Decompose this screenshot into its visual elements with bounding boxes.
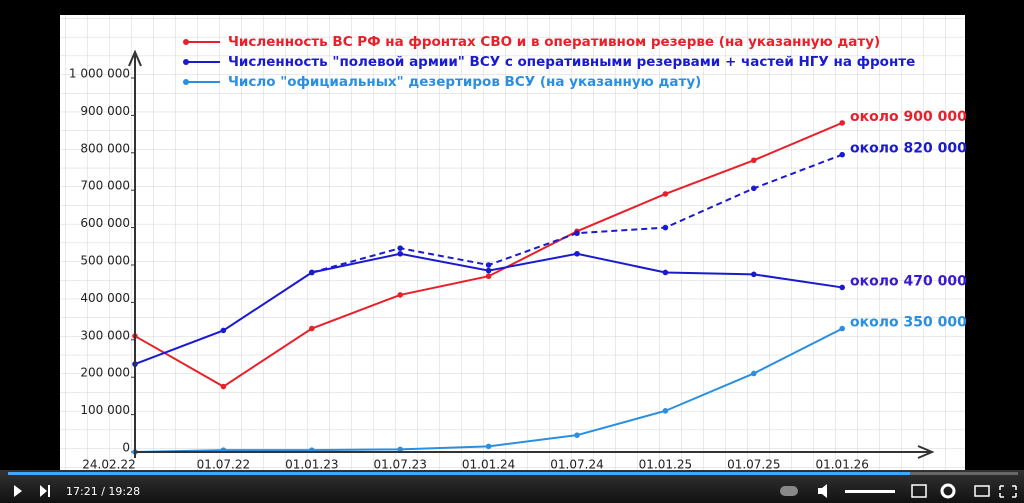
- y-tick-label: 200 000: [80, 366, 130, 380]
- point: [485, 443, 492, 450]
- x-tick-label: 01.07.24: [550, 458, 603, 472]
- point: [751, 370, 757, 377]
- annotation: около 820 000: [850, 141, 967, 157]
- point: [574, 432, 580, 438]
- x-tick-label: 01.07.25: [727, 458, 780, 472]
- legend-label: Число "официальных" дезертиров ВСУ (на у…: [228, 74, 701, 90]
- autoplay-toggle[interactable]: [780, 486, 798, 496]
- time: 17:21 / 19:28: [66, 485, 140, 498]
- point: [574, 230, 580, 237]
- next-button[interactable]: [40, 485, 50, 497]
- point: [839, 151, 845, 158]
- x-tick-label: 24.02.22: [82, 458, 135, 472]
- point: [220, 327, 227, 334]
- point: [662, 408, 669, 414]
- point: [751, 157, 757, 164]
- y-arrow: [128, 49, 142, 67]
- progress-played: [8, 472, 910, 475]
- x-tick-label: 01.01.24: [462, 458, 515, 472]
- point: [662, 224, 669, 231]
- play-button[interactable]: [14, 485, 22, 497]
- annotation: около 350 000: [850, 315, 967, 331]
- legend-dot: [183, 79, 189, 85]
- point: [397, 250, 404, 257]
- y-tick-label: 0: [122, 441, 130, 455]
- plot: 0 100 000 200 000 300 000 400 000 500 000 600 …: [69, 34, 967, 472]
- settings-button[interactable]: [940, 483, 956, 499]
- point: [397, 245, 404, 251]
- x-arrow: [917, 445, 935, 459]
- legend-dot: [183, 59, 189, 65]
- point: [662, 191, 669, 197]
- y-tick-label: 1 000 000: [69, 67, 130, 81]
- point: [309, 269, 315, 276]
- y-tick-label: 600 000: [80, 216, 130, 230]
- y-tick-label: 400 000: [80, 291, 130, 305]
- x-tick-label: 01.01.23: [285, 458, 338, 472]
- player-bar: [0, 470, 1024, 503]
- y-tick-label: 900 000: [80, 104, 130, 118]
- point: [397, 446, 404, 453]
- point: [839, 120, 845, 126]
- point: [309, 325, 315, 332]
- point: [839, 325, 845, 332]
- point: [485, 262, 492, 268]
- x-tick-label: 01.01.26: [815, 458, 868, 472]
- annotation: около 900 000: [850, 109, 967, 125]
- volume-slider[interactable]: [845, 490, 895, 493]
- x-tick-label: 01.01.25: [639, 458, 692, 472]
- subtitles-button[interactable]: [911, 484, 927, 498]
- point: [220, 383, 227, 390]
- grid-pattern: [60, 15, 965, 475]
- x-tick-label: 01.07.23: [373, 458, 426, 472]
- y-tick-label: 300 000: [80, 328, 130, 342]
- point: [574, 250, 580, 257]
- point: [751, 185, 757, 192]
- point: [751, 271, 757, 278]
- point: [662, 269, 669, 276]
- y-tick-label: 500 000: [80, 254, 130, 268]
- y-tick-label: 700 000: [80, 179, 130, 193]
- volume-button[interactable]: [818, 484, 827, 498]
- legend-label: Численность ВС РФ на фронтах СВО и в опе…: [228, 34, 880, 50]
- annotation: около 470 000: [850, 273, 967, 289]
- y-tick-label: 100 000: [80, 403, 130, 417]
- legend-label: Численность "полевой армии" ВСУ с операт…: [228, 54, 915, 70]
- point: [485, 267, 492, 274]
- fullscreen-button[interactable]: [999, 485, 1017, 498]
- point: [397, 292, 404, 298]
- legend-dot: [183, 39, 189, 45]
- point: [485, 273, 492, 280]
- point: [839, 284, 845, 291]
- y-tick-label: 800 000: [80, 141, 130, 155]
- miniplayer-button[interactable]: [974, 485, 990, 497]
- x-tick-label: 01.07.22: [197, 458, 250, 472]
